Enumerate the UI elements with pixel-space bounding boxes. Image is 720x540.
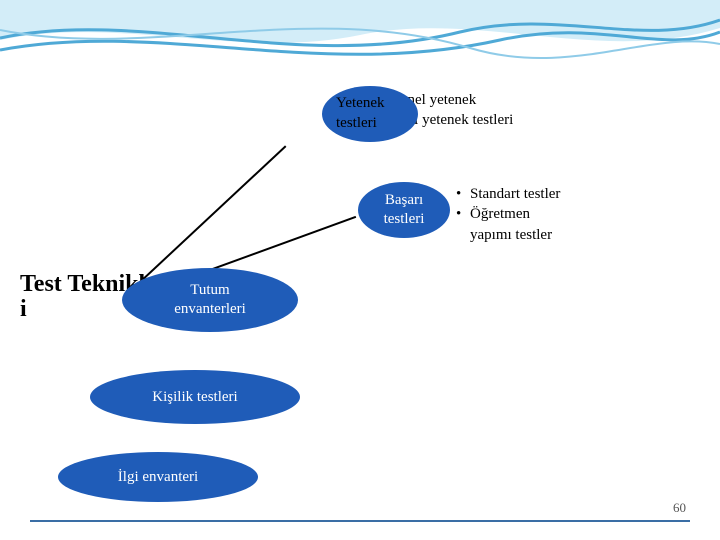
footer-line	[30, 520, 690, 522]
node-ilgi: İlgi envanteri	[58, 452, 258, 502]
node-yetenek-line1: Yetenek	[336, 95, 384, 111]
node-tutum-line1: Tutum	[190, 282, 229, 298]
header-wave	[0, 0, 720, 90]
node-basari-line2: testleri	[384, 211, 425, 227]
node-basari: Başarı testleri	[358, 182, 450, 238]
node-ilgi-label: İlgi envanteri	[118, 468, 198, 487]
node-kisilik-label: Kişilik testleri	[152, 388, 237, 407]
node-basari-line1: Başarı	[385, 192, 423, 208]
node-yetenek-line2: testleri	[336, 115, 377, 131]
node-tutum: Tutum envanterleri	[122, 268, 298, 332]
node-tutum-line2: envanterleri	[174, 301, 246, 317]
basari-bullet-3: yapımı testler	[470, 225, 552, 245]
basari-bullet-1: Standart testler	[470, 184, 560, 204]
node-yetenek-label: Yetenek testleri	[336, 94, 384, 133]
page-number: 60	[673, 500, 686, 516]
node-kisilik: Kişilik testleri	[90, 370, 300, 424]
basari-bullet-2: Öğretmen	[470, 204, 530, 224]
basari-bullets: •Standart testler •Öğretmen yapımı testl…	[456, 184, 560, 245]
